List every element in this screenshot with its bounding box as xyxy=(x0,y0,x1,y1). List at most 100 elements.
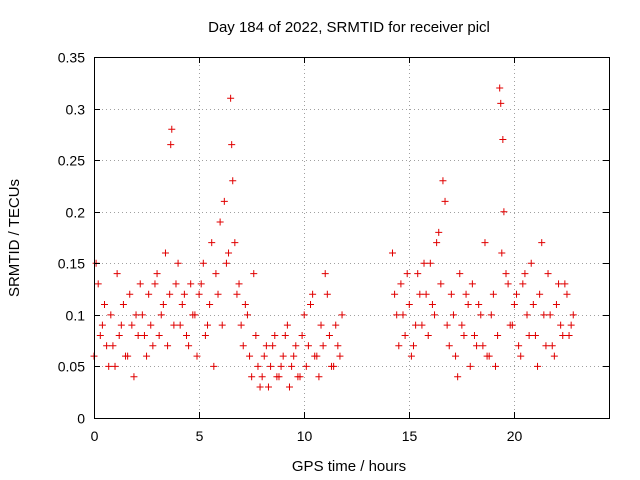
data-point xyxy=(170,321,178,329)
data-point xyxy=(197,280,205,288)
data-point xyxy=(515,342,523,350)
data-point xyxy=(550,352,558,360)
data-point xyxy=(338,311,346,319)
data-point xyxy=(544,270,552,278)
data-point xyxy=(477,311,485,319)
data-point xyxy=(334,342,342,350)
data-point xyxy=(433,239,441,247)
data-point xyxy=(499,136,507,144)
data-point xyxy=(167,141,175,149)
data-point xyxy=(323,290,331,298)
data-point xyxy=(185,342,193,350)
data-point xyxy=(311,352,319,360)
data-point xyxy=(489,290,497,298)
data-point xyxy=(98,321,106,329)
data-point xyxy=(460,331,468,339)
data-point xyxy=(534,362,542,370)
data-point xyxy=(281,331,289,339)
data-point xyxy=(143,352,151,360)
data-point xyxy=(111,362,119,370)
axis-ticks: 0 0.05 0.1 0.15 0.2 0.25 0.3 0.35 0 5 10 15 20 xyxy=(58,50,609,444)
data-point xyxy=(523,311,531,319)
data-point xyxy=(113,270,121,278)
data-point xyxy=(273,373,281,381)
data-point xyxy=(443,321,451,329)
data-point xyxy=(561,280,569,288)
data-point xyxy=(212,270,220,278)
data-point xyxy=(420,259,428,267)
data-point xyxy=(540,311,548,319)
data-point xyxy=(252,331,260,339)
data-point xyxy=(229,177,237,185)
data-point xyxy=(222,259,230,267)
data-point xyxy=(449,311,457,319)
data-point xyxy=(157,311,165,319)
data-point xyxy=(101,301,109,309)
data-point xyxy=(126,290,134,298)
data-point xyxy=(271,331,279,339)
y-tick-label: 0.25 xyxy=(58,153,85,169)
data-point xyxy=(258,373,266,381)
y-tick-label: 0.1 xyxy=(66,308,86,324)
data-point xyxy=(227,94,235,102)
data-point xyxy=(498,249,506,257)
data-point xyxy=(559,331,567,339)
x-tick-label: 15 xyxy=(402,428,418,444)
data-point xyxy=(414,270,422,278)
data-point xyxy=(435,228,443,236)
data-point xyxy=(418,321,426,329)
data-point xyxy=(132,311,140,319)
data-point xyxy=(428,301,436,309)
data-point xyxy=(147,321,155,329)
x-axis-label: GPS time / hours xyxy=(292,458,406,475)
data-point xyxy=(248,373,256,381)
data-point xyxy=(521,270,529,278)
data-point xyxy=(546,311,554,319)
data-point xyxy=(548,342,556,350)
data-point xyxy=(416,290,424,298)
data-point xyxy=(555,280,563,288)
data-point xyxy=(431,311,439,319)
x-tick-label: 5 xyxy=(196,428,204,444)
data-point xyxy=(491,362,499,370)
chart-title: Day 184 of 2022, SRMTID for receiver pic… xyxy=(208,19,490,36)
y-tick-label: 0.2 xyxy=(66,205,86,221)
data-point xyxy=(458,321,466,329)
data-point xyxy=(300,311,308,319)
data-point xyxy=(388,249,396,257)
data-point xyxy=(182,331,190,339)
data-point xyxy=(290,352,298,360)
data-point xyxy=(155,331,163,339)
data-point xyxy=(454,373,462,381)
data-point xyxy=(264,383,272,391)
data-point xyxy=(254,362,262,370)
data-point xyxy=(531,331,539,339)
data-point xyxy=(267,362,275,370)
data-point xyxy=(464,301,472,309)
data-point xyxy=(517,352,525,360)
data-point xyxy=(216,218,224,226)
data-point xyxy=(508,321,516,329)
data-point xyxy=(262,342,270,350)
data-point xyxy=(166,290,174,298)
data-point xyxy=(246,352,254,360)
data-point xyxy=(283,321,291,329)
data-point xyxy=(115,331,123,339)
data-point xyxy=(206,301,214,309)
data-point xyxy=(96,331,104,339)
data-point xyxy=(497,99,505,107)
data-point xyxy=(117,321,125,329)
x-tick-label: 10 xyxy=(297,428,313,444)
data-point xyxy=(279,352,287,360)
data-point xyxy=(542,342,550,350)
data-point xyxy=(187,280,195,288)
data-point xyxy=(519,280,527,288)
data-point xyxy=(315,373,323,381)
data-point xyxy=(304,342,312,350)
data-point xyxy=(309,290,317,298)
data-point xyxy=(122,352,130,360)
data-point xyxy=(189,311,197,319)
data-point xyxy=(140,331,148,339)
data-point xyxy=(180,290,188,298)
data-point xyxy=(563,290,571,298)
